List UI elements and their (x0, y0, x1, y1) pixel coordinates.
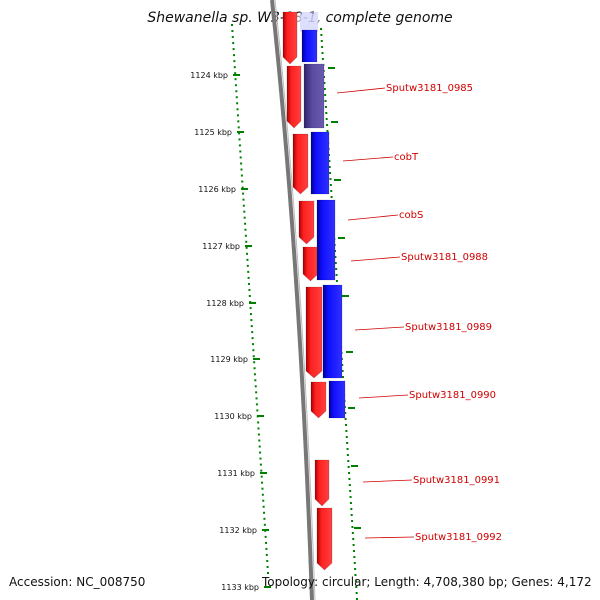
backbone-line (270, 0, 314, 600)
kbp-tick-label: 1129 kbp (210, 355, 248, 364)
kbp-tick-label: 1124 kbp (190, 71, 228, 80)
gene-arrow-forward (292, 133, 309, 195)
kbp-tick-mark (264, 586, 271, 588)
gene-arrow-reverse (328, 380, 346, 419)
gene-arrow-forward (282, 11, 298, 65)
gene-label-leader (362, 479, 413, 483)
gene-labels: Sputw3181_0985 cobT cobS Sputw3181_0988 Sput… (336, 83, 502, 543)
kbp-tick-mark (245, 245, 252, 247)
gene-label: Sputw3181_0989 (405, 322, 492, 333)
gene-arrow-forward (286, 65, 302, 129)
outer-tick-mark (338, 237, 345, 239)
kbp-tick-label: 1127 kbp (202, 242, 240, 251)
outer-tick-mark (334, 179, 341, 181)
gene-label: cobS (399, 210, 423, 221)
kbp-tick-label: 1125 kbp (194, 128, 232, 137)
accession-text: Accession: NC_008750 (9, 575, 146, 589)
inner-dot-track (231, 24, 269, 574)
kbp-tick-label: 1126 kbp (198, 185, 236, 194)
gene-label: cobT (394, 152, 419, 163)
kbp-tick-mark (249, 302, 256, 304)
gene-arrow-forward (302, 246, 319, 282)
gene-label: Sputw3181_0988 (401, 252, 488, 263)
kbp-tick-label: 1128 kbp (206, 299, 244, 308)
gene-label-leader (350, 256, 401, 262)
gene-arrow-reverse (316, 199, 336, 281)
kbp-tick-mark (233, 74, 240, 76)
kbp-ticks: 1124 kbp 1125 kbp 1126 kbp 1127 kbp 1128 kbp… (190, 67, 361, 592)
gene-label-leader (364, 536, 415, 539)
kbp-tick-label: 1133 kbp (221, 583, 259, 592)
outer-tick-mark (342, 295, 349, 297)
gene-arrow-forward (316, 507, 333, 571)
gene-label-leader (342, 156, 394, 162)
kbp-tick-mark (257, 415, 264, 417)
gene-label: Sputw3181_0992 (415, 532, 502, 543)
gene-arrow-forward (314, 459, 330, 507)
gene-label-leader (347, 214, 399, 221)
outer-tick-mark (351, 465, 358, 467)
genome-backbone (270, 0, 316, 600)
topology-summary: Topology: circular; Length: 4,708,380 bp… (262, 575, 592, 589)
gene-arrow-reverse (322, 284, 343, 379)
kbp-tick-mark (262, 529, 269, 531)
kbp-tick-label: 1132 kbp (219, 526, 257, 535)
gene-arrow-reverse-highlight (303, 63, 325, 129)
backbone-highlight (274, 0, 316, 600)
gene-label: Sputw3181_0990 (409, 390, 496, 401)
kbp-tick-label: 1131 kbp (217, 469, 255, 478)
gene-track (282, 11, 346, 571)
gene-arrow-forward (298, 200, 315, 245)
gene-arrow-reverse (301, 29, 318, 63)
outer-tick-mark (348, 407, 355, 409)
outer-tick-mark (354, 527, 361, 529)
outer-tick-mark (346, 351, 353, 353)
outer-tick-mark (331, 121, 338, 123)
gene-label-leader (336, 87, 386, 94)
gene-arrow-forward (310, 381, 327, 419)
kbp-tick-label: 1130 kbp (214, 412, 252, 421)
outer-tick-mark (328, 67, 335, 69)
gene-label-leader (358, 394, 409, 399)
gene-label-leader (354, 326, 405, 331)
kbp-tick-mark (253, 358, 260, 360)
kbp-tick-mark (237, 131, 244, 133)
gene-arrow-forward (305, 286, 323, 379)
gene-label: Sputw3181_0985 (386, 83, 473, 94)
kbp-tick-mark (241, 188, 248, 190)
gene-arrow-reverse (310, 131, 330, 195)
gene-label: Sputw3181_0991 (413, 475, 500, 486)
kbp-tick-mark (260, 472, 267, 474)
